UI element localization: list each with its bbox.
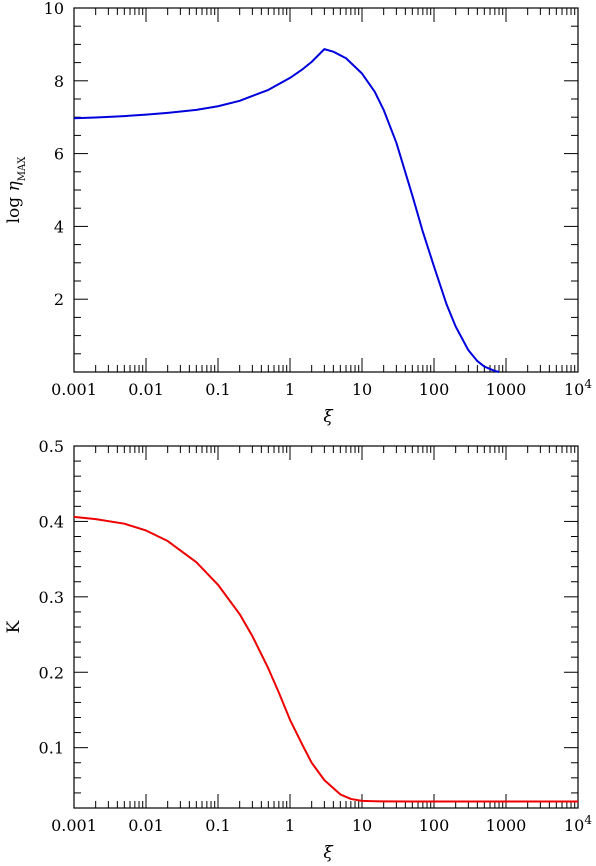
plot-frame: [73, 7, 579, 373]
x-tick-label: 1: [285, 380, 295, 399]
x-axis-ticks: [73, 446, 579, 808]
y-axis-label: K: [4, 620, 24, 633]
x-tick-label: 1: [285, 816, 295, 835]
x-axis-label: ξ: [323, 407, 334, 427]
x-tick-label: 104: [564, 377, 592, 399]
y-tick-label: 10: [44, 0, 64, 18]
y-axis-label: log ηMAX: [4, 156, 28, 224]
x-tick-label: 104: [564, 813, 592, 835]
y-tick-label: 0.1: [39, 739, 64, 758]
series-line-0: [73, 48, 500, 373]
x-tick-label-exponent: 4: [584, 377, 592, 391]
x-tick-label: 0.01: [128, 380, 164, 399]
x-tick-label: 1000: [486, 816, 527, 835]
x-tick-label: 0.001: [51, 816, 97, 835]
x-tick-label-base: 10: [564, 816, 584, 835]
x-tick-label: 10: [352, 816, 372, 835]
x-tick-label-exponent: 4: [584, 813, 592, 827]
x-tick-label: 100: [419, 816, 450, 835]
y-tick-label: 0.5: [39, 437, 64, 456]
y-axis-ticks: [74, 7, 578, 373]
plot-frame: [73, 445, 579, 809]
y-tick-label: 8: [54, 72, 64, 91]
y-tick-label: 4: [54, 217, 64, 236]
x-tick-label: 100: [419, 380, 450, 399]
series-line-0: [73, 515, 578, 803]
bottom-panel-k: 0.001 0.01 0.1 1 10 100 1000 1040.10.20.30.40.5…: [4, 437, 592, 863]
x-tick-label: 10: [352, 380, 372, 399]
y-tick-label: 0.3: [39, 588, 64, 607]
x-tick-label: 0.001: [51, 380, 97, 399]
x-tick-label: 0.01: [128, 816, 164, 835]
y-tick-label: 2: [54, 290, 64, 309]
y-axis-label-subscript: MAX: [17, 156, 28, 181]
y-axis-label-symbol: η: [4, 180, 24, 191]
y-tick-label: 6: [54, 145, 64, 164]
y-axis-ticks: [74, 445, 578, 809]
x-axis-ticks: [73, 8, 579, 372]
x-tick-label-base: 10: [564, 380, 584, 399]
y-tick-label: 0.4: [39, 512, 64, 531]
x-axis-label: ξ: [323, 843, 334, 863]
y-tick-label: 0.2: [39, 663, 64, 682]
y-axis-label-main: log: [4, 191, 24, 223]
x-tick-label: 1000: [486, 380, 527, 399]
x-tick-label: 0.1: [205, 380, 230, 399]
x-tick-label: 0.1: [205, 816, 230, 835]
